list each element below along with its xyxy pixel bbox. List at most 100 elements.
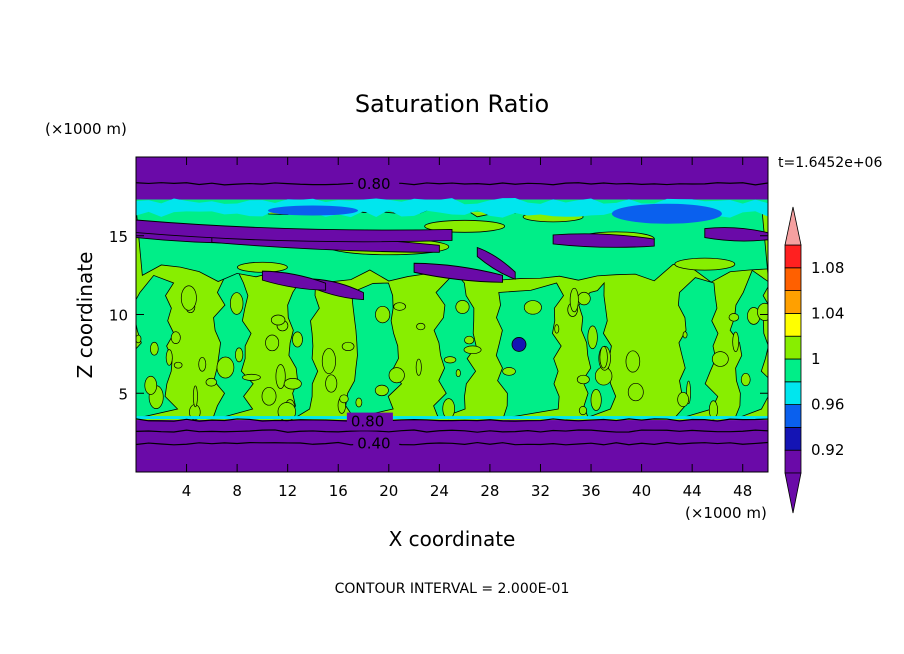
lime-blob-3: [393, 302, 406, 311]
contour-label-1: 0.80: [351, 413, 384, 431]
colorbar-label-3: 1.04: [811, 304, 844, 322]
cyan-base-strip: [136, 416, 768, 420]
colorbar-swatch-3: [784, 381, 802, 405]
lime-blob-41: [339, 394, 349, 404]
dry-streak-6: [704, 227, 768, 242]
lime-blob-52: [625, 350, 641, 373]
y-tick-label-2: 15: [109, 228, 128, 246]
x-tick-label-7: 32: [531, 482, 550, 500]
lime-blob-60: [283, 377, 302, 390]
lime-blob-69: [554, 324, 560, 334]
lime-lens-3: [674, 257, 736, 271]
lime-blob-22: [711, 351, 729, 367]
lime-blob-5: [455, 369, 461, 378]
x-tick-label-9: 40: [632, 482, 651, 500]
contour-label-0: 0.80: [357, 175, 390, 193]
contour-lower-060: [136, 429, 768, 433]
x-tick-label-6: 28: [480, 482, 499, 500]
x-tick-label-4: 20: [379, 482, 398, 500]
contour-label-bg-2: [353, 434, 400, 453]
lime-blob-42: [388, 367, 405, 384]
lime-blob-51: [443, 356, 457, 364]
lime-blob-40: [355, 397, 363, 408]
colorbar-label-4: 1.08: [811, 259, 844, 277]
lime-blob-7: [198, 357, 207, 372]
field-layer: 0.80 0.80 0.40: [136, 157, 768, 472]
contour-label-bg-1: [346, 412, 393, 431]
lime-blob-64: [242, 373, 261, 381]
lime-blob-39: [463, 345, 482, 355]
contour-interval-note: CONTOUR INTERVAL = 2.000E-01: [335, 581, 570, 597]
x-unit-label: (×1000 m): [685, 504, 767, 522]
dry-pocket: [511, 337, 527, 352]
x-axis-label: X coordinate: [389, 527, 516, 551]
lime-blob-30: [136, 334, 142, 344]
lime-blob-12: [728, 313, 740, 322]
colorbar-swatch-2: [784, 404, 802, 428]
colorbar-over-triangle: [784, 206, 802, 246]
colorbar: 0.92 0.96 1 1.04 1.08: [784, 206, 844, 514]
lime-blob-16: [576, 374, 590, 385]
contour-upper-080: [136, 182, 768, 186]
lime-blob-9: [149, 341, 159, 356]
contour-label-2: 0.40: [357, 435, 390, 453]
lime-blob-21: [216, 356, 235, 379]
colorbar-swatch-9: [784, 244, 802, 269]
colorbar-label-0: 0.92: [811, 441, 844, 459]
lime-blob-68: [569, 287, 579, 313]
x-tick-label-2: 12: [278, 482, 297, 500]
lime-blob-53: [180, 285, 197, 311]
contour-lower-080: [136, 418, 768, 422]
lime-blob-27: [325, 374, 338, 393]
x-tick-label-5: 24: [430, 482, 449, 500]
green-column-7: [673, 277, 719, 419]
lime-blob-36: [732, 331, 740, 352]
chart-title: Saturation Ratio: [355, 90, 549, 118]
dry-band-upper: [136, 219, 453, 243]
lime-blob-11: [523, 300, 542, 315]
x-tick-label-3: 16: [329, 482, 348, 500]
y-unit-label: (×1000 m): [45, 120, 127, 138]
lime-blob-37: [578, 405, 588, 416]
x-tick-label-10: 44: [683, 482, 702, 500]
dry-streak-4: [552, 233, 655, 248]
lime-blob-62: [192, 385, 198, 408]
lime-blob-50: [416, 322, 426, 331]
lime-blob-31: [321, 348, 336, 375]
colorbar-swatch-7: [784, 290, 802, 314]
colorbar-swatch-6: [784, 312, 802, 337]
colorbar-label-1: 0.96: [811, 396, 844, 414]
lime-blob-35: [170, 331, 181, 345]
lime-blob-65: [144, 375, 158, 395]
timestamp-label: t=1.6452e+06: [778, 155, 882, 171]
lime-blob-54: [275, 364, 286, 389]
green-column-5: [495, 282, 564, 419]
blue-patch-0: [611, 203, 722, 224]
lime-blob-67: [442, 398, 455, 420]
y-axis-label: Z coordinate: [73, 252, 97, 379]
lime-blob-20: [464, 335, 475, 345]
plot-area: 0.80 0.80 0.40: [135, 156, 769, 473]
lime-blob-46: [677, 391, 689, 408]
colorbar-label-2: 1: [811, 350, 821, 368]
lime-blob-33: [757, 302, 768, 321]
y-tick-label-0: 5: [118, 385, 128, 403]
lime-blob-26: [165, 349, 173, 366]
lime-blob-17: [577, 291, 591, 306]
lime-blob-47: [270, 314, 286, 326]
blue-patch-1: [267, 205, 358, 216]
lime-blob-63: [682, 331, 688, 339]
lime-blob-57: [502, 367, 516, 376]
field-band-0: [136, 420, 768, 472]
field-band-3: [136, 157, 768, 200]
dry-streak-7: [261, 270, 327, 291]
lime-blob-15: [229, 292, 244, 315]
lime-blob-58: [415, 358, 422, 376]
colorbar-swatch-0: [784, 449, 802, 474]
contour-lower-040: [136, 441, 768, 446]
lime-blob-61: [587, 325, 598, 350]
x-tick-label-1: 8: [232, 482, 242, 500]
colorbar-swatch-1: [784, 426, 802, 451]
colorbar-swatch-8: [784, 267, 802, 291]
